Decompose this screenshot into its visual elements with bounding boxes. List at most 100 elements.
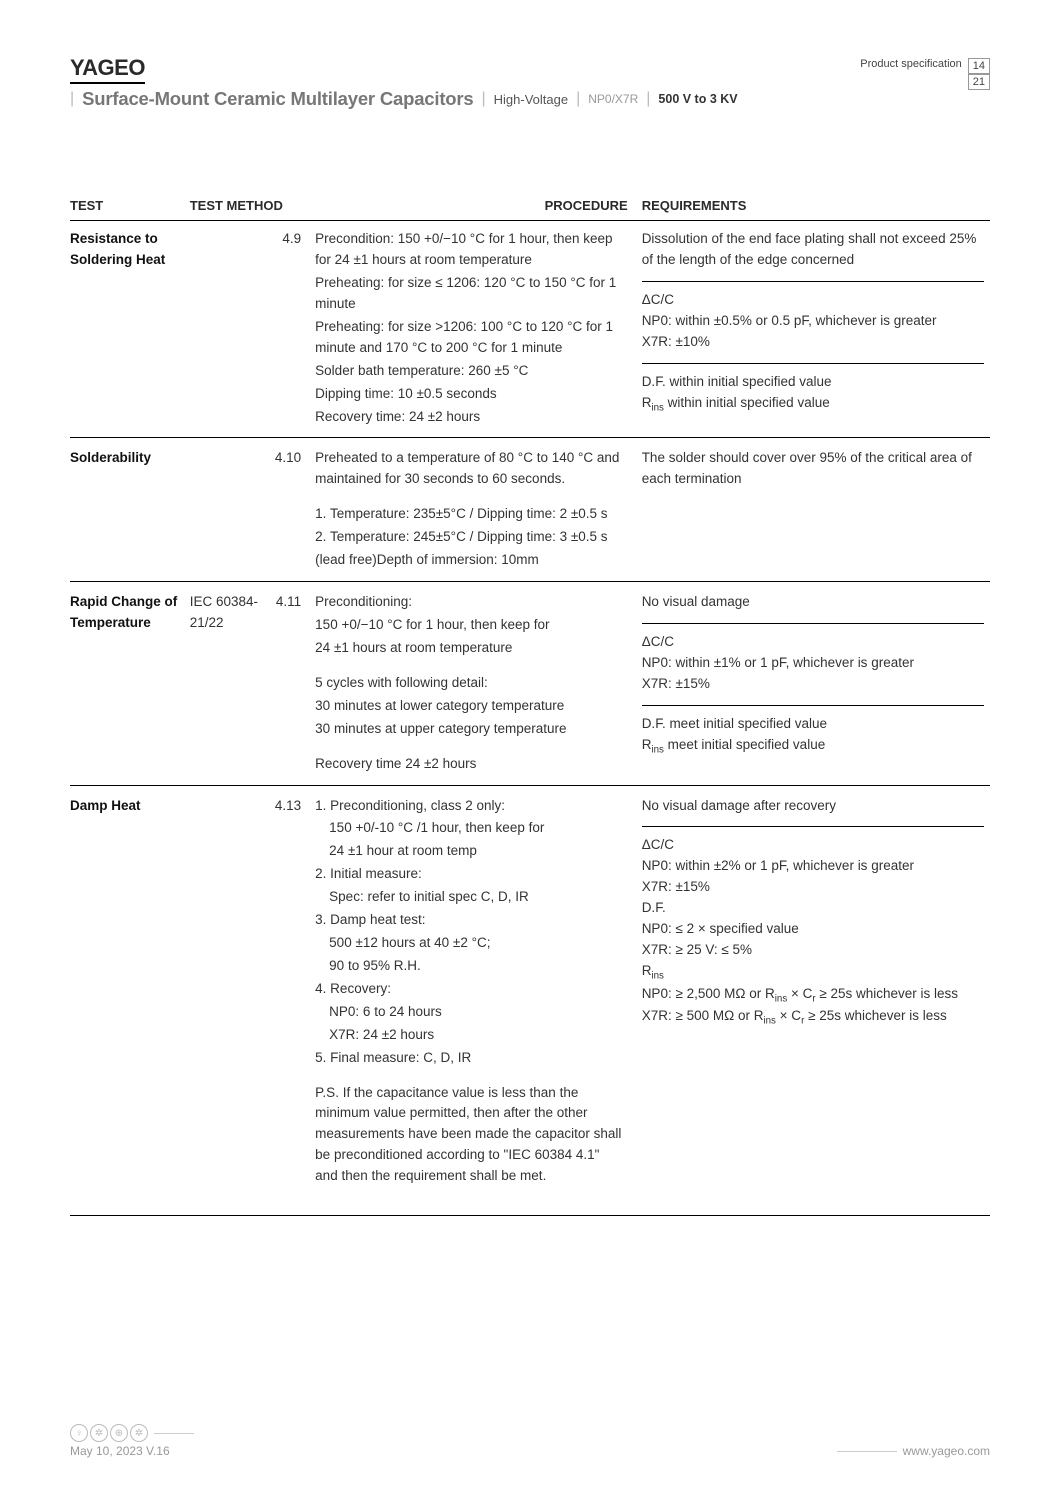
test-standard	[190, 438, 272, 582]
footer-rule-icon	[154, 1433, 194, 1434]
proc-line: Recovery time: 24 ±2 hours	[315, 407, 622, 428]
proc-line: 3. Damp heat test:	[315, 910, 622, 931]
footer-right: www.yageo.com	[837, 1444, 990, 1458]
page-numbers: 14 21	[968, 58, 990, 90]
req-line: Rins	[642, 961, 984, 984]
test-name: Resistance to Soldering Heat	[70, 221, 190, 438]
test-name: Solderability	[70, 438, 190, 582]
proc-line: 1. Temperature: 235±5°C / Dipping time: …	[315, 504, 622, 525]
proc-line: Preheated to a temperature of 80 °C to 1…	[315, 448, 622, 490]
proc-line: 500 ±12 hours at 40 ±2 °C;	[315, 933, 622, 954]
proc-line: Spec: refer to initial spec C, D, IR	[315, 887, 622, 908]
requirements-cell: No visual damage ΔC/C NP0: within ±1% or…	[642, 582, 990, 785]
header: YAGEO Product specification 14 21 | Surf…	[70, 55, 990, 110]
req-line: Rins meet initial specified value	[642, 735, 984, 758]
page-total: 21	[968, 74, 990, 90]
req-line: NP0: ≤ 2 × specified value	[642, 919, 984, 940]
product-spec-box: Product specification 14 21	[860, 58, 990, 90]
test-name: Damp Heat	[70, 785, 190, 1197]
proc-line: Dipping time: 10 ±0.5 seconds	[315, 384, 622, 405]
proc-line: Preheating: for size ≤ 1206: 120 °C to 1…	[315, 273, 622, 315]
divider-icon: |	[70, 91, 74, 107]
col-test: TEST	[70, 190, 190, 221]
req-line: X7R: ±15%	[642, 877, 984, 898]
divider-icon: |	[481, 91, 485, 107]
proc-line: 150 +0/-10 °C /1 hour, then keep for	[315, 818, 622, 839]
proc-line: P.S. If the capacitance value is less th…	[315, 1083, 622, 1188]
req-block: No visual damage	[642, 592, 984, 613]
cert-icon: ✲	[130, 1424, 148, 1442]
requirements-cell: The solder should cover over 95% of the …	[642, 438, 990, 582]
col-requirements: REQUIREMENTS	[642, 190, 990, 221]
procedure-cell: Preheated to a temperature of 80 °C to 1…	[315, 438, 642, 582]
table-header-row: TEST TEST METHOD PROCEDURE REQUIREMENTS	[70, 190, 990, 221]
req-line: Dissolution of the end face plating shal…	[642, 229, 984, 271]
table-row: Damp Heat 4.13 1. Preconditioning, class…	[70, 785, 990, 1197]
brand-logo: YAGEO	[70, 55, 145, 84]
proc-line: Preconditioning:	[315, 592, 622, 613]
req-line: D.F.	[642, 898, 984, 919]
proc-line: (lead free)Depth of immersion: 10mm	[315, 550, 622, 571]
proc-line: 30 minutes at lower category temperature	[315, 696, 622, 717]
proc-line: 5. Final measure: C, D, IR	[315, 1048, 622, 1069]
proc-line: 2. Initial measure:	[315, 864, 622, 885]
cert-icon: ⊕	[110, 1424, 128, 1442]
table-row: Rapid Change of Temperature IEC 60384-21…	[70, 582, 990, 785]
proc-line: NP0: 6 to 24 hours	[315, 1002, 622, 1023]
req-line: NP0: within ±2% or 1 pF, whichever is gr…	[642, 856, 984, 877]
brand-text: YAGEO	[70, 55, 145, 80]
req-line: ΔC/C	[642, 290, 984, 311]
proc-line: Recovery time 24 ±2 hours	[315, 754, 622, 775]
req-block: ΔC/C NP0: within ±1% or 1 pF, whichever …	[642, 623, 984, 695]
proc-line: Precondition: 150 +0/−10 °C for 1 hour, …	[315, 229, 622, 271]
req-block: ΔC/C NP0: within ±2% or 1 pF, whichever …	[642, 826, 984, 1029]
test-name: Rapid Change of Temperature	[70, 582, 190, 785]
req-text: D.F. within initial specified value	[642, 374, 832, 389]
proc-line: 2. Temperature: 245±5°C / Dipping time: …	[315, 527, 622, 548]
table-row: Solderability 4.10 Preheated to a temper…	[70, 438, 990, 582]
table-row: Resistance to Soldering Heat 4.9 Precond…	[70, 221, 990, 438]
doc-title: Surface-Mount Ceramic Multilayer Capacit…	[82, 88, 473, 110]
req-line: X7R: ±15%	[642, 674, 984, 695]
requirements-cell: No visual damage after recovery ΔC/C NP0…	[642, 785, 990, 1197]
segment-high-voltage: High-Voltage	[494, 92, 568, 107]
procedure-cell: 1. Preconditioning, class 2 only: 150 +0…	[315, 785, 642, 1197]
test-clause: 4.13	[271, 785, 315, 1197]
sub-heading: | Surface-Mount Ceramic Multilayer Capac…	[70, 88, 990, 110]
footer-date: May 10, 2023 V.16	[70, 1444, 194, 1458]
page: YAGEO Product specification 14 21 | Surf…	[0, 0, 1060, 1498]
proc-line: 150 +0/−10 °C for 1 hour, then keep for	[315, 615, 622, 636]
test-standard: IEC 60384-21/22	[190, 582, 272, 785]
procedure-cell: Preconditioning: 150 +0/−10 °C for 1 hou…	[315, 582, 642, 785]
test-standard	[190, 221, 272, 438]
req-line: NP0: within ±1% or 1 pF, whichever is gr…	[642, 653, 984, 674]
req-block: Dissolution of the end face plating shal…	[642, 229, 984, 271]
requirements-cell: Dissolution of the end face plating shal…	[642, 221, 990, 438]
req-block: D.F. within initial specified value Rins…	[642, 363, 984, 416]
proc-line: Solder bath temperature: 260 ±5 °C	[315, 361, 622, 382]
req-line: No visual damage	[642, 592, 984, 613]
proc-line: 5 cycles with following detail:	[315, 673, 622, 694]
test-clause: 4.10	[271, 438, 315, 582]
segment-dielectric: NP0/X7R	[588, 92, 638, 106]
proc-line: 24 ±1 hour at room temp	[315, 841, 622, 862]
spec-table: TEST TEST METHOD PROCEDURE REQUIREMENTS …	[70, 190, 990, 1197]
req-line: D.F. within initial specified value	[642, 372, 984, 393]
divider-icon: |	[576, 91, 580, 107]
col-procedure: PROCEDURE	[315, 190, 642, 221]
req-line: Rins within initial specified value	[642, 393, 984, 416]
proc-line: Preheating: for size >1206: 100 °C to 12…	[315, 317, 622, 359]
procedure-cell: Precondition: 150 +0/−10 °C for 1 hour, …	[315, 221, 642, 438]
page-current: 14	[968, 58, 990, 74]
req-line: NP0: within ±0.5% or 0.5 pF, whichever i…	[642, 311, 984, 332]
proc-line: 4. Recovery:	[315, 979, 622, 1000]
req-line: NP0: ≥ 2,500 MΩ or Rins × Cr ≥ 25s which…	[642, 984, 984, 1007]
proc-line: 24 ±1 hours at room temperature	[315, 638, 622, 659]
proc-line: 1. Preconditioning, class 2 only:	[315, 796, 622, 817]
footer-rule-icon	[837, 1451, 897, 1452]
table-end-rule	[70, 1215, 990, 1216]
req-line: X7R: ≥ 25 V: ≤ 5%	[642, 940, 984, 961]
page-footer: ♀ ✲ ⊕ ✲ May 10, 2023 V.16 www.yageo.com	[70, 1394, 990, 1458]
req-line: The solder should cover over 95% of the …	[642, 448, 984, 490]
cert-icon: ✲	[90, 1424, 108, 1442]
